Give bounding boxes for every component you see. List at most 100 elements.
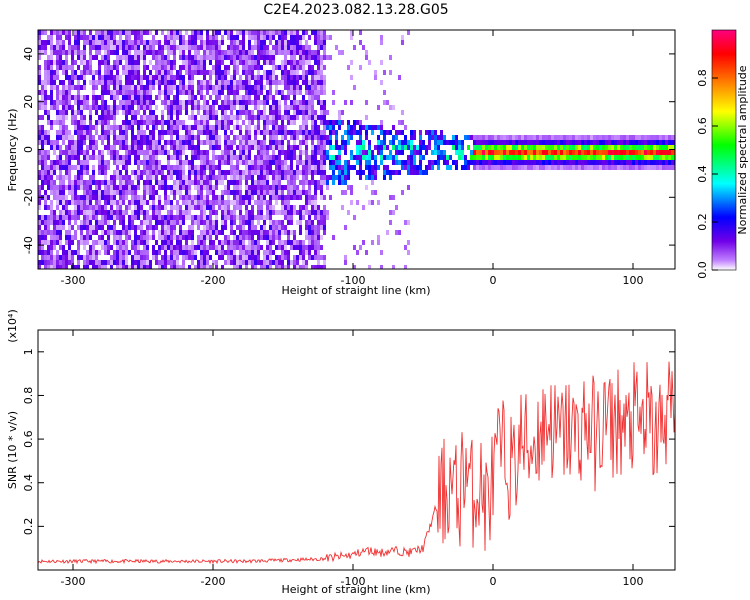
heatmap-cell — [44, 240, 47, 245]
heatmap-cell — [140, 75, 143, 80]
heatmap-cell — [413, 135, 416, 140]
heatmap-cell — [134, 225, 137, 230]
heatmap-cell — [218, 60, 221, 65]
heatmap-cell — [98, 80, 101, 85]
heatmap-cell — [104, 160, 107, 165]
heatmap-cell — [164, 90, 167, 95]
heatmap-cell — [68, 225, 71, 230]
heatmap-cell — [317, 30, 320, 35]
heatmap-cell — [368, 170, 371, 175]
heatmap-cell — [197, 155, 200, 160]
heatmap-cell — [299, 225, 302, 230]
heatmap-cell — [338, 145, 341, 150]
heatmap-cell — [182, 200, 185, 205]
heatmap-cell — [293, 230, 296, 235]
heatmap-cell — [263, 95, 266, 100]
heatmap-cell — [119, 135, 122, 140]
heatmap-cell — [206, 200, 209, 205]
heatmap-cell — [155, 145, 158, 150]
heatmap-cell — [143, 135, 146, 140]
heatmap-cell — [272, 95, 275, 100]
heatmap-cell — [155, 55, 158, 60]
heatmap-cell — [257, 245, 260, 250]
heatmap-cell — [140, 140, 143, 145]
heatmap-cell — [521, 155, 524, 160]
heatmap-cell — [239, 95, 242, 100]
heatmap-cell — [248, 225, 251, 230]
heatmap-cell — [263, 120, 266, 125]
heatmap-cell — [116, 30, 119, 35]
heatmap-cell — [167, 105, 170, 110]
heatmap-cell — [200, 260, 203, 265]
heatmap-cell — [116, 245, 119, 250]
heatmap-cell — [83, 55, 86, 60]
heatmap-cell — [260, 230, 263, 235]
heatmap-cell — [167, 260, 170, 265]
heatmap-cell — [65, 35, 68, 40]
heatmap-cell — [257, 60, 260, 65]
heatmap-cell — [233, 200, 236, 205]
heatmap-cell — [56, 220, 59, 225]
heatmap-cell — [83, 115, 86, 120]
heatmap-cell — [323, 125, 326, 130]
heatmap-cell — [98, 45, 101, 50]
heatmap-cell — [170, 205, 173, 210]
heatmap-cell — [170, 100, 173, 105]
heatmap-cell — [188, 100, 191, 105]
heatmap-cell — [305, 40, 308, 45]
heatmap-cell — [278, 110, 281, 115]
heatmap-cell — [83, 180, 86, 185]
heatmap-cell — [50, 230, 53, 235]
heatmap-cell — [113, 85, 116, 90]
heatmap-cell — [227, 105, 230, 110]
heatmap-cell — [113, 215, 116, 220]
heatmap-cell — [77, 105, 80, 110]
heatmap-cell — [248, 255, 251, 260]
heatmap-cell — [389, 55, 392, 60]
heatmap-cell — [233, 105, 236, 110]
heatmap-cell — [200, 255, 203, 260]
heatmap-cell — [179, 225, 182, 230]
heatmap-cell — [161, 215, 164, 220]
heatmap-cell — [176, 255, 179, 260]
heatmap-cell — [236, 240, 239, 245]
heatmap-cell — [263, 100, 266, 105]
heatmap-cell — [227, 200, 230, 205]
heatmap-cell — [212, 260, 215, 265]
heatmap-cell — [53, 235, 56, 240]
heatmap-cell — [368, 200, 371, 205]
heatmap-cell — [254, 35, 257, 40]
heatmap-cell — [320, 225, 323, 230]
heatmap-cell — [89, 35, 92, 40]
heatmap-cell — [41, 175, 44, 180]
heatmap-cell — [95, 240, 98, 245]
heatmap-cell — [278, 115, 281, 120]
heatmap-cell — [581, 135, 584, 140]
heatmap-cell — [323, 75, 326, 80]
heatmap-cell — [44, 85, 47, 90]
heatmap-cell — [185, 60, 188, 65]
heatmap-cell — [179, 90, 182, 95]
heatmap-cell — [38, 205, 41, 210]
heatmap-cell — [41, 250, 44, 255]
heatmap-cell — [269, 170, 272, 175]
heatmap-cell — [47, 140, 50, 145]
heatmap-cell — [155, 75, 158, 80]
heatmap-cell — [257, 115, 260, 120]
heatmap-cell — [242, 225, 245, 230]
heatmap-cell — [620, 155, 623, 160]
heatmap-cell — [323, 230, 326, 235]
heatmap-cell — [257, 180, 260, 185]
heatmap-cell — [404, 140, 407, 145]
heatmap-cell — [320, 45, 323, 50]
heatmap-cell — [308, 85, 311, 90]
heatmap-cell — [371, 155, 374, 160]
heatmap-cell — [80, 220, 83, 225]
heatmap-cell — [332, 120, 335, 125]
heatmap-cell — [233, 250, 236, 255]
heatmap-cell — [224, 205, 227, 210]
heatmap-cell — [236, 60, 239, 65]
heatmap-cell — [86, 200, 89, 205]
heatmap-cell — [80, 35, 83, 40]
heatmap-cell — [107, 190, 110, 195]
